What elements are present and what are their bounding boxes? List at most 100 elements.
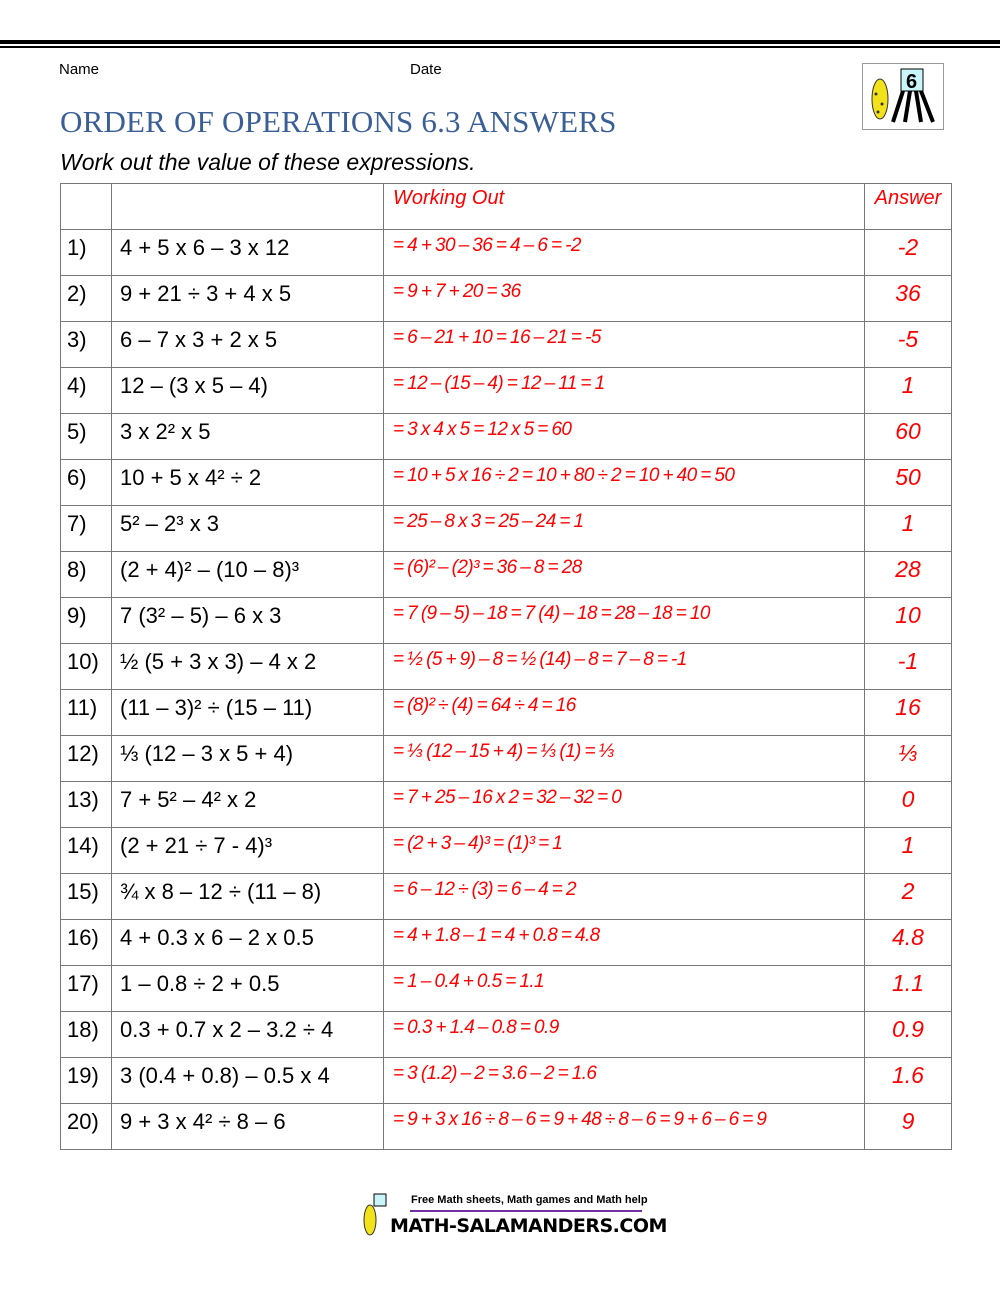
table-row: 12) ⅓ (12 – 3 x 5 + 4) = ⅓ (12 – 15 + 4) =… xyxy=(60,735,952,782)
instructions: Work out the value of these expressions. xyxy=(60,149,476,175)
answer: 1.6 xyxy=(864,1057,952,1104)
working-out: = 7 + 25 – 16 x 2 = 32 – 32 = 0 xyxy=(383,781,865,828)
answer: 50 xyxy=(864,459,952,506)
footer-logo: Free Math sheets, Math games and Math he… xyxy=(358,1192,667,1240)
answer: 1 xyxy=(864,505,952,552)
answer: 4.8 xyxy=(864,919,952,966)
working-out: = 4 + 30 – 36 = 4 – 6 = -2 xyxy=(383,229,865,276)
answers-table: Working Out Answer 1) 4 + 5 x 6 – 3 x 12 =… xyxy=(60,183,952,1150)
expression: 12 – (3 x 5 – 4) xyxy=(111,367,384,414)
table-row: 14) (2 + 21 ÷ 7 - 4)³ = (2 + 3 – 4)³ = (1)… xyxy=(60,827,952,874)
working-out: = 25 – 8 x 3 = 25 – 24 = 1 xyxy=(383,505,865,552)
top-rule-thin xyxy=(0,46,1000,48)
header-num xyxy=(60,183,112,230)
answer: 0.9 xyxy=(864,1011,952,1058)
working-out: = 6 – 12 ÷ (3) = 6 – 4 = 2 xyxy=(383,873,865,920)
question-number: 3) xyxy=(60,321,112,368)
question-number: 20) xyxy=(60,1103,112,1150)
answer: 10 xyxy=(864,597,952,644)
table-row: 4) 12 – (3 x 5 – 4) = 12 – (15 – 4) = 12 –… xyxy=(60,367,952,414)
working-out: = 3 (1.2) – 2 = 3.6 – 2 = 1.6 xyxy=(383,1057,865,1104)
expression: (11 – 3)² ÷ (15 – 11) xyxy=(111,689,384,736)
question-number: 16) xyxy=(60,919,112,966)
expression: 1 – 0.8 ÷ 2 + 0.5 xyxy=(111,965,384,1012)
working-out: = ⅓ (12 – 15 + 4) = ⅓ (1) = ⅓ xyxy=(383,735,865,782)
table-row: 5) 3 x 2² x 5 = 3 x 4 x 5 = 12 x 5 = 60 60 xyxy=(60,413,952,460)
working-out: = (8)² ÷ (4) = 64 ÷ 4 = 16 xyxy=(383,689,865,736)
answer: 36 xyxy=(864,275,952,322)
working-out: = 9 + 3 x 16 ÷ 8 – 6 = 9 + 48 ÷ 8 – 6 = … xyxy=(383,1103,865,1150)
working-out: = ½ (5 + 9) – 8 = ½ (14) – 8 = 7 – 8 = -… xyxy=(383,643,865,690)
question-number: 12) xyxy=(60,735,112,782)
name-label: Name xyxy=(59,61,100,78)
question-number: 1) xyxy=(60,229,112,276)
table-row: 2) 9 + 21 ÷ 3 + 4 x 5 = 9 + 7 + 20 = 36 36 xyxy=(60,275,952,322)
table-row: 13) 7 + 5² – 4² x 2 = 7 + 25 – 16 x 2 = 32… xyxy=(60,781,952,828)
table-row: 16) 4 + 0.3 x 6 – 2 x 0.5 = 4 + 1.8 – 1 = … xyxy=(60,919,952,966)
working-out: = 10 + 5 x 16 ÷ 2 = 10 + 80 ÷ 2 = 10 + 4… xyxy=(383,459,865,506)
answer: -2 xyxy=(864,229,952,276)
footer-divider xyxy=(410,1210,642,1212)
expression: 9 + 21 ÷ 3 + 4 x 5 xyxy=(111,275,384,322)
expression: 9 + 3 x 4² ÷ 8 – 6 xyxy=(111,1103,384,1150)
working-out: = 0.3 + 1.4 – 0.8 = 0.9 xyxy=(383,1011,865,1058)
question-number: 11) xyxy=(60,689,112,736)
table-row: 10) ½ (5 + 3 x 3) – 4 x 2 = ½ (5 + 9) – 8 … xyxy=(60,643,952,690)
expression: ½ (5 + 3 x 3) – 4 x 2 xyxy=(111,643,384,690)
question-number: 15) xyxy=(60,873,112,920)
footer-site-name: MATH-SALAMANDERS.COM xyxy=(390,1215,667,1237)
footer-tagline: Free Math sheets, Math games and Math he… xyxy=(411,1194,648,1206)
working-out: = 3 x 4 x 5 = 12 x 5 = 60 xyxy=(383,413,865,460)
answer: 1 xyxy=(864,367,952,414)
answer: -1 xyxy=(864,643,952,690)
expression: ¾ x 8 – 12 ÷ (11 – 8) xyxy=(111,873,384,920)
question-number: 9) xyxy=(60,597,112,644)
content-flow: Working Out Answer 1) 4 + 5 x 6 – 3 x 12 =… xyxy=(60,183,952,1270)
working-out: = (2 + 3 – 4)³ = (1)³ = 1 xyxy=(383,827,865,874)
question-number: 10) xyxy=(60,643,112,690)
table-row: 3) 6 – 7 x 3 + 2 x 5 = 6 – 21 + 10 = 16 – … xyxy=(60,321,952,368)
question-number: 5) xyxy=(60,413,112,460)
answer: 60 xyxy=(864,413,952,460)
question-number: 7) xyxy=(60,505,112,552)
table-header-row: Working Out Answer xyxy=(60,183,952,230)
question-number: 6) xyxy=(60,459,112,506)
answer: ⅓ xyxy=(864,735,952,782)
expression: 4 + 0.3 x 6 – 2 x 0.5 xyxy=(111,919,384,966)
answer: 28 xyxy=(864,551,952,598)
question-number: 18) xyxy=(60,1011,112,1058)
header-expression xyxy=(111,183,384,230)
working-out: = 9 + 7 + 20 = 36 xyxy=(383,275,865,322)
working-out: = 6 – 21 + 10 = 16 – 21 = -5 xyxy=(383,321,865,368)
table-row: 19) 3 (0.4 + 0.8) – 0.5 x 4 = 3 (1.2) – 2 … xyxy=(60,1057,952,1104)
salamander-icon xyxy=(363,1193,387,1236)
answer: 16 xyxy=(864,689,952,736)
answer: 1 xyxy=(864,827,952,874)
answer: 2 xyxy=(864,873,952,920)
table-row: 9) 7 (3² – 5) – 6 x 3 = 7 (9 – 5) – 18 = 7… xyxy=(60,597,952,644)
salamander-logo-icon: 6 xyxy=(871,68,935,123)
question-number: 13) xyxy=(60,781,112,828)
expression: 10 + 5 x 4² ÷ 2 xyxy=(111,459,384,506)
question-number: 8) xyxy=(60,551,112,598)
expression: 7 (3² – 5) – 6 x 3 xyxy=(111,597,384,644)
working-out: = (6)² – (2)³ = 36 – 8 = 28 xyxy=(383,551,865,598)
answer: 1.1 xyxy=(864,965,952,1012)
working-out: = 1 – 0.4 + 0.5 = 1.1 xyxy=(383,965,865,1012)
top-rule xyxy=(0,40,1000,44)
table-row: 11) (11 – 3)² ÷ (15 – 11) = (8)² ÷ (4) = 6… xyxy=(60,689,952,736)
expression: 7 + 5² – 4² x 2 xyxy=(111,781,384,828)
question-number: 2) xyxy=(60,275,112,322)
expression: 6 – 7 x 3 + 2 x 5 xyxy=(111,321,384,368)
working-out: = 12 – (15 – 4) = 12 – 11 = 1 xyxy=(383,367,865,414)
expression: ⅓ (12 – 3 x 5 + 4) xyxy=(111,735,384,782)
expression: 0.3 + 0.7 x 2 – 3.2 ÷ 4 xyxy=(111,1011,384,1058)
expression: 3 x 2² x 5 xyxy=(111,413,384,460)
question-number: 17) xyxy=(60,965,112,1012)
question-number: 19) xyxy=(60,1057,112,1104)
expression: 3 (0.4 + 0.8) – 0.5 x 4 xyxy=(111,1057,384,1104)
question-number: 14) xyxy=(60,827,112,874)
expression: 5² – 2³ x 3 xyxy=(111,505,384,552)
answer: 0 xyxy=(864,781,952,828)
expression: 4 + 5 x 6 – 3 x 12 xyxy=(111,229,384,276)
